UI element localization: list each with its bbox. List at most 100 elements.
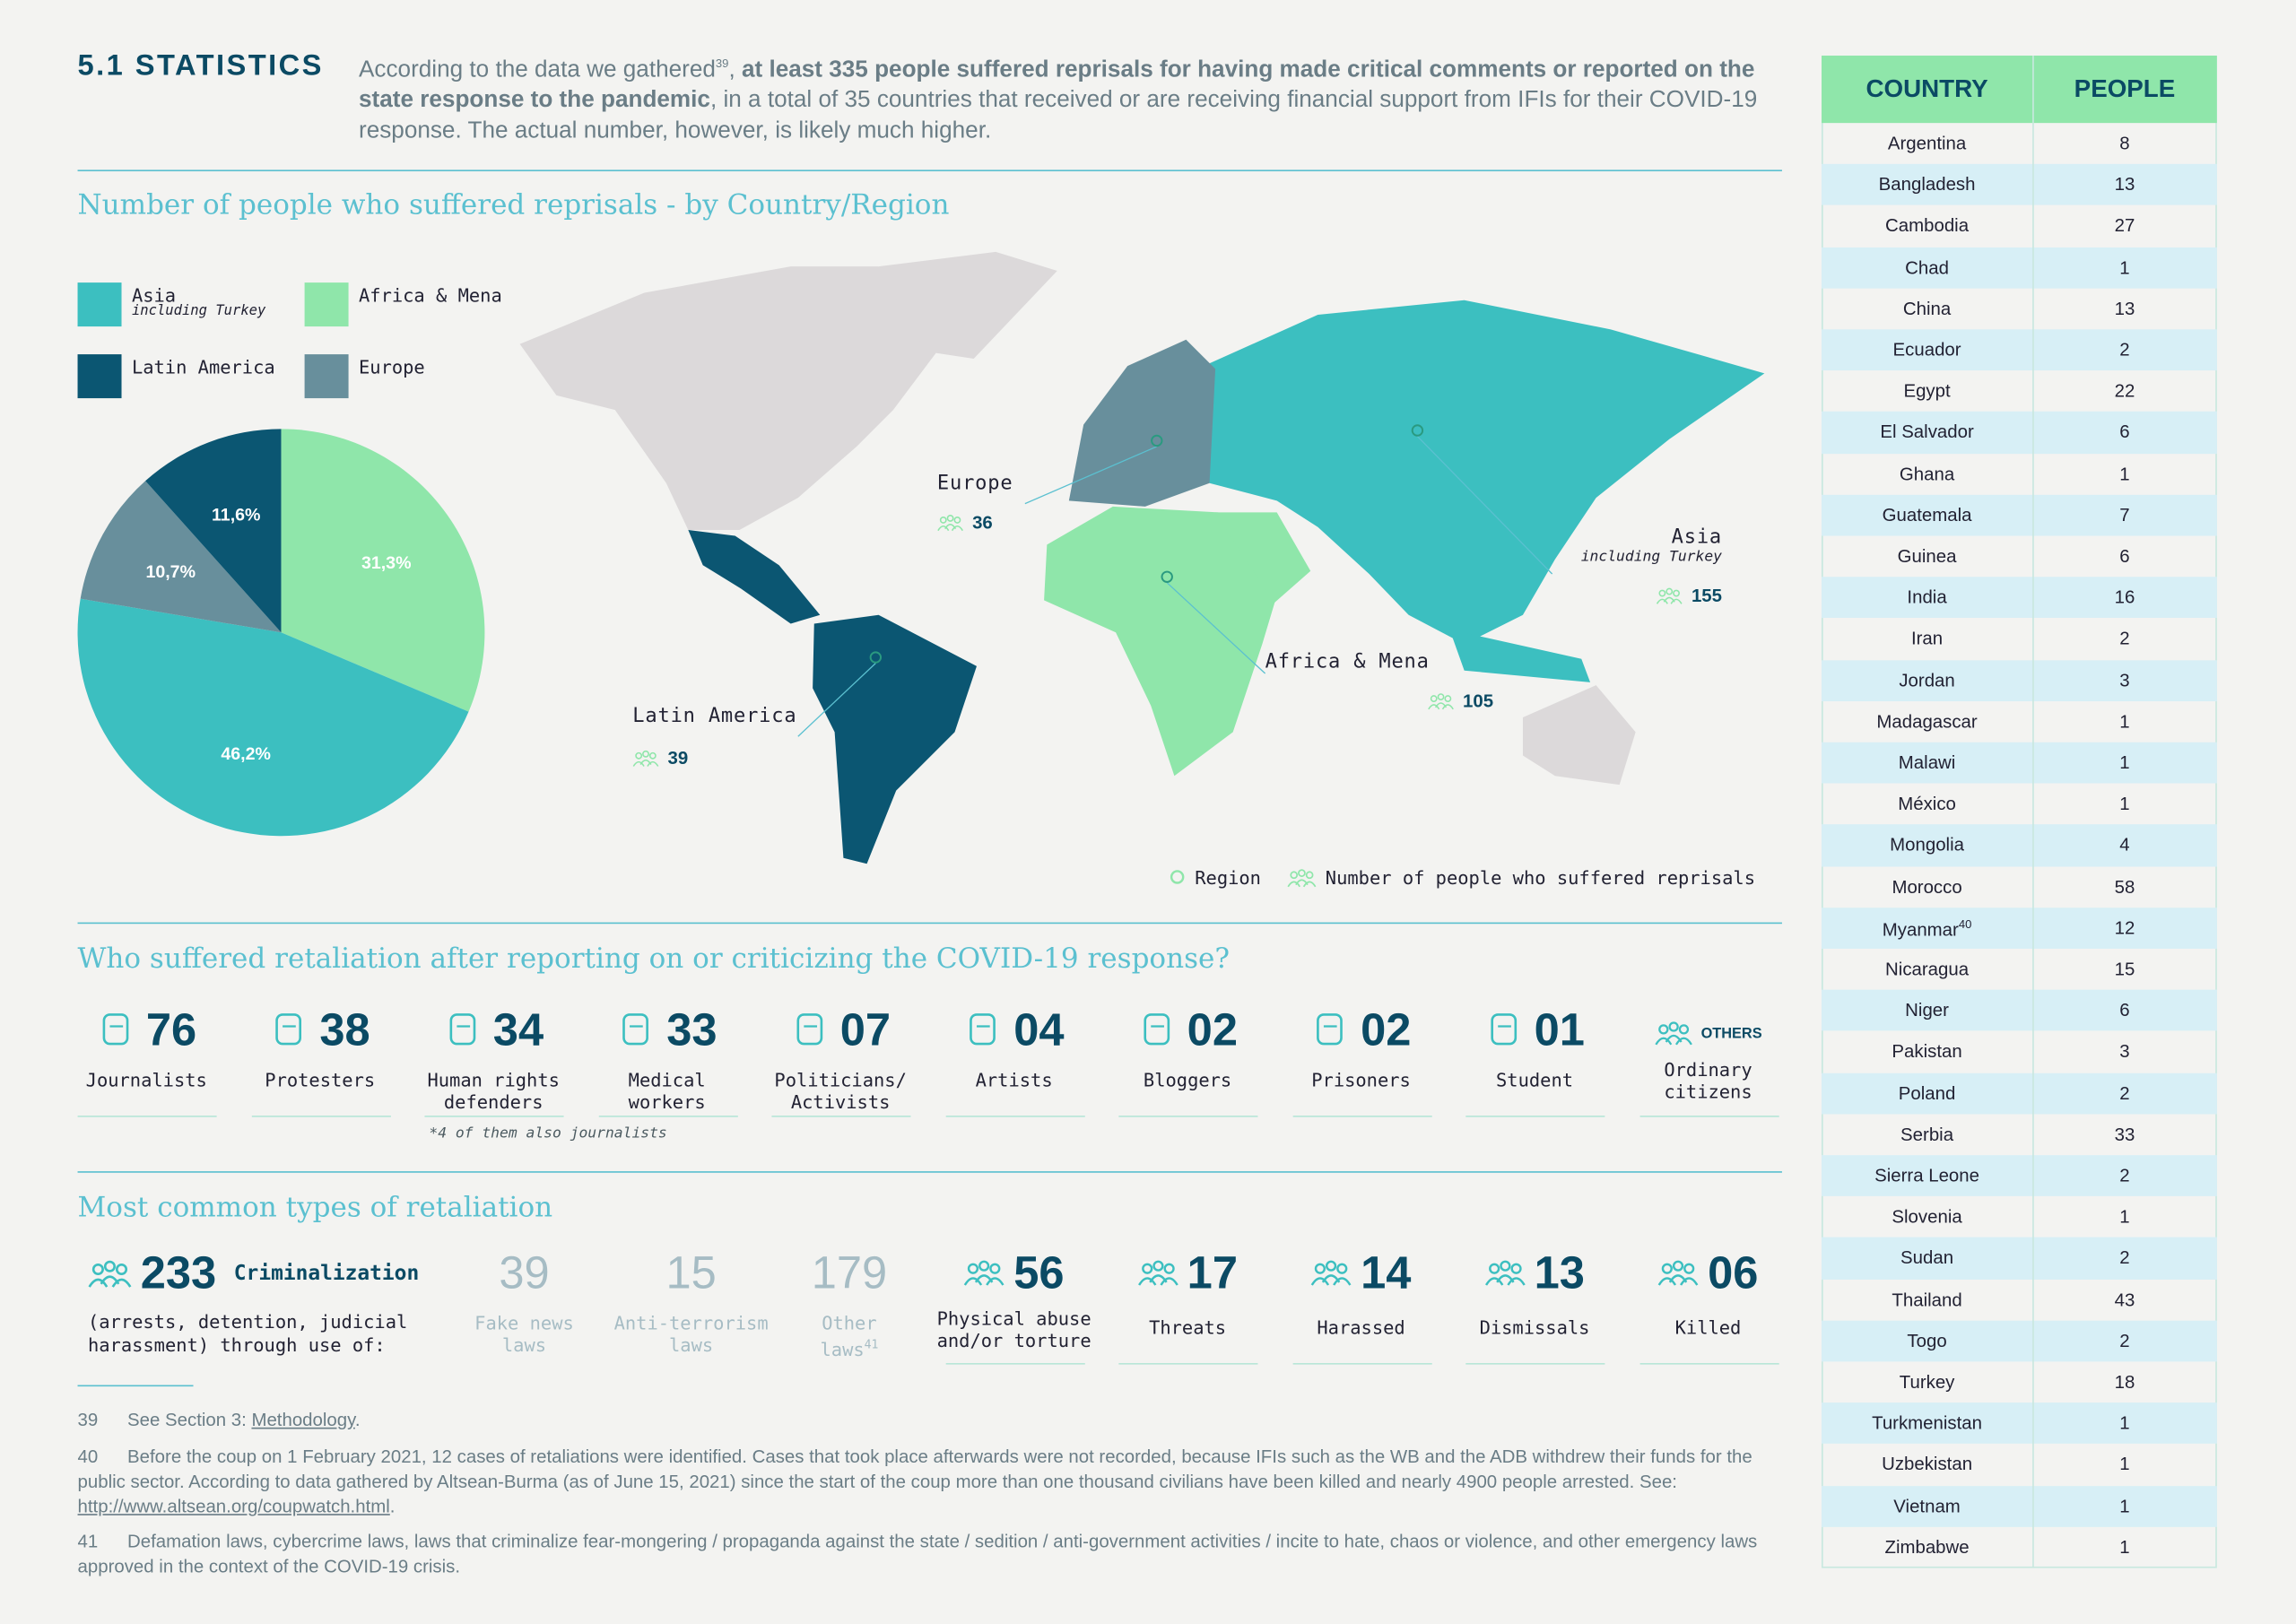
country-cell: Poland: [1822, 1083, 2032, 1104]
icon-part: [1430, 694, 1438, 702]
people-icon: [1428, 692, 1454, 709]
country-name: Bangladesh: [1878, 174, 1976, 195]
region-name: Latin America: [632, 704, 797, 728]
group-label: Bloggers: [1143, 1068, 1232, 1091]
footnote: 41 Defamation laws, cybercrime laws, laws…: [78, 1530, 1784, 1580]
icon-part: [1678, 1024, 1689, 1035]
country-name: El Salvador: [1880, 421, 1974, 443]
group-label: Ordinary citizens: [1664, 1058, 1752, 1103]
underline: [1639, 1116, 1779, 1117]
country-name: Mongolia: [1890, 835, 1964, 856]
underline: [1292, 1363, 1431, 1365]
footnote-ref: 40: [1958, 917, 1972, 932]
icon-part: [946, 514, 954, 522]
group-number: 34: [492, 1004, 544, 1056]
section-title: Who suffered retaliation after reporting…: [77, 942, 1231, 976]
group-number: 02: [1361, 1004, 1412, 1056]
region-note: including Turkey: [1580, 549, 1722, 566]
leader-line: [797, 663, 876, 737]
people-cell: 1: [2119, 463, 2130, 484]
icon-part: [1311, 1277, 1330, 1287]
retaliation-head: 56: [926, 1247, 1102, 1300]
people-cell: 2: [2119, 1247, 2130, 1269]
pie-slice: [281, 429, 485, 712]
row-bg: [1822, 659, 2217, 701]
row-bg: [1822, 742, 2217, 784]
country-name: Zimbabwe: [1884, 1536, 1970, 1558]
law-number: 39: [499, 1247, 550, 1299]
people-icon: [1654, 1021, 1692, 1046]
icon-part: [1336, 1263, 1348, 1275]
country-cell: Serbia: [1822, 1125, 2032, 1145]
legend-swatch: [304, 282, 349, 327]
footnote-text: .: [389, 1496, 396, 1517]
icon-part: [1141, 1263, 1152, 1275]
people-icon: [1137, 1260, 1178, 1287]
people-icon: [1484, 1260, 1526, 1287]
people-cell: 18: [2114, 1371, 2135, 1393]
people-cell: 2: [2119, 629, 2130, 649]
group-icon: [1144, 1013, 1170, 1046]
row-bg: [1822, 1155, 2217, 1197]
icon-part: [1290, 870, 1299, 879]
region-pin: [869, 651, 883, 664]
country-name: Chad: [1905, 256, 1949, 278]
pie-label: 31,3%: [361, 553, 412, 573]
country-name: Morocco: [1892, 876, 1962, 898]
underline: [1639, 1363, 1779, 1365]
people-icon: [937, 514, 963, 531]
footnote-text: Defamation laws, cybercrime laws, laws t…: [77, 1531, 1758, 1577]
footnote-link[interactable]: http://www.altsean.org/coupwatch.html: [77, 1496, 390, 1517]
retaliation-label: Criminalization: [233, 1262, 420, 1286]
country-cell: Togo: [1822, 1331, 2032, 1351]
row-bg: [1822, 1485, 2217, 1527]
country-cell: Vietnam: [1822, 1496, 2032, 1516]
country-name: Turkey: [1899, 1371, 1955, 1393]
page-title: 5.1 STATISTICS: [77, 49, 324, 83]
law-number: 179: [811, 1247, 888, 1299]
people-cell: 1: [2119, 256, 2130, 278]
icon-part: [111, 1277, 132, 1287]
icon-part: [953, 516, 961, 524]
icon-part: [1484, 1277, 1503, 1287]
country-cell: Morocco: [1822, 876, 2032, 897]
people-cell: 43: [2114, 1289, 2135, 1310]
group-head: 07: [752, 1004, 928, 1057]
retaliation-head: 13: [1447, 1247, 1622, 1300]
region-name: Europe: [936, 471, 1013, 495]
icon-part: [1657, 598, 1669, 604]
underline: [1292, 1116, 1431, 1117]
country-name: Argentina: [1887, 133, 1967, 154]
retaliation-number: 13: [1534, 1247, 1585, 1299]
icon-part: [1658, 1277, 1677, 1287]
people-cell: 13: [2114, 298, 2135, 319]
icon-part: [1670, 598, 1683, 604]
row-bg: [1822, 1073, 2217, 1115]
country-cell: China: [1822, 299, 2032, 319]
pie-slice: [77, 598, 469, 837]
country-name: Uzbekistan: [1882, 1454, 1973, 1475]
region-pin: [1161, 570, 1173, 583]
leader-line: [1024, 446, 1158, 505]
retaliation-label: Threats: [1149, 1316, 1227, 1339]
group-head: 02: [1274, 1004, 1449, 1057]
group-number: 07: [839, 1004, 891, 1056]
country-cell: Myanmar40: [1822, 917, 2032, 940]
icon-part: [115, 1263, 128, 1275]
law-label: Anti-terrorism laws: [613, 1311, 769, 1356]
country-cell: Zimbabwe: [1822, 1537, 2032, 1558]
group-icon: [970, 1013, 996, 1046]
group-number: 02: [1187, 1004, 1238, 1056]
footnote: 40 Before the coup on 1 February 2021, 12…: [78, 1445, 1784, 1519]
icon-part: [1333, 1277, 1352, 1287]
legend-label: Asia: [131, 283, 177, 307]
people-cell: 1: [2119, 1454, 2130, 1475]
map-region: [1215, 512, 1311, 604]
retaliation-number: 14: [1361, 1247, 1412, 1299]
map-region: [1044, 506, 1289, 777]
country-cell: Sudan: [1822, 1248, 2032, 1269]
footnote-link[interactable]: Methodology: [251, 1410, 355, 1431]
people-icon: [1287, 868, 1317, 887]
icon-part: [796, 1013, 822, 1046]
icon-part: [1315, 1263, 1326, 1275]
